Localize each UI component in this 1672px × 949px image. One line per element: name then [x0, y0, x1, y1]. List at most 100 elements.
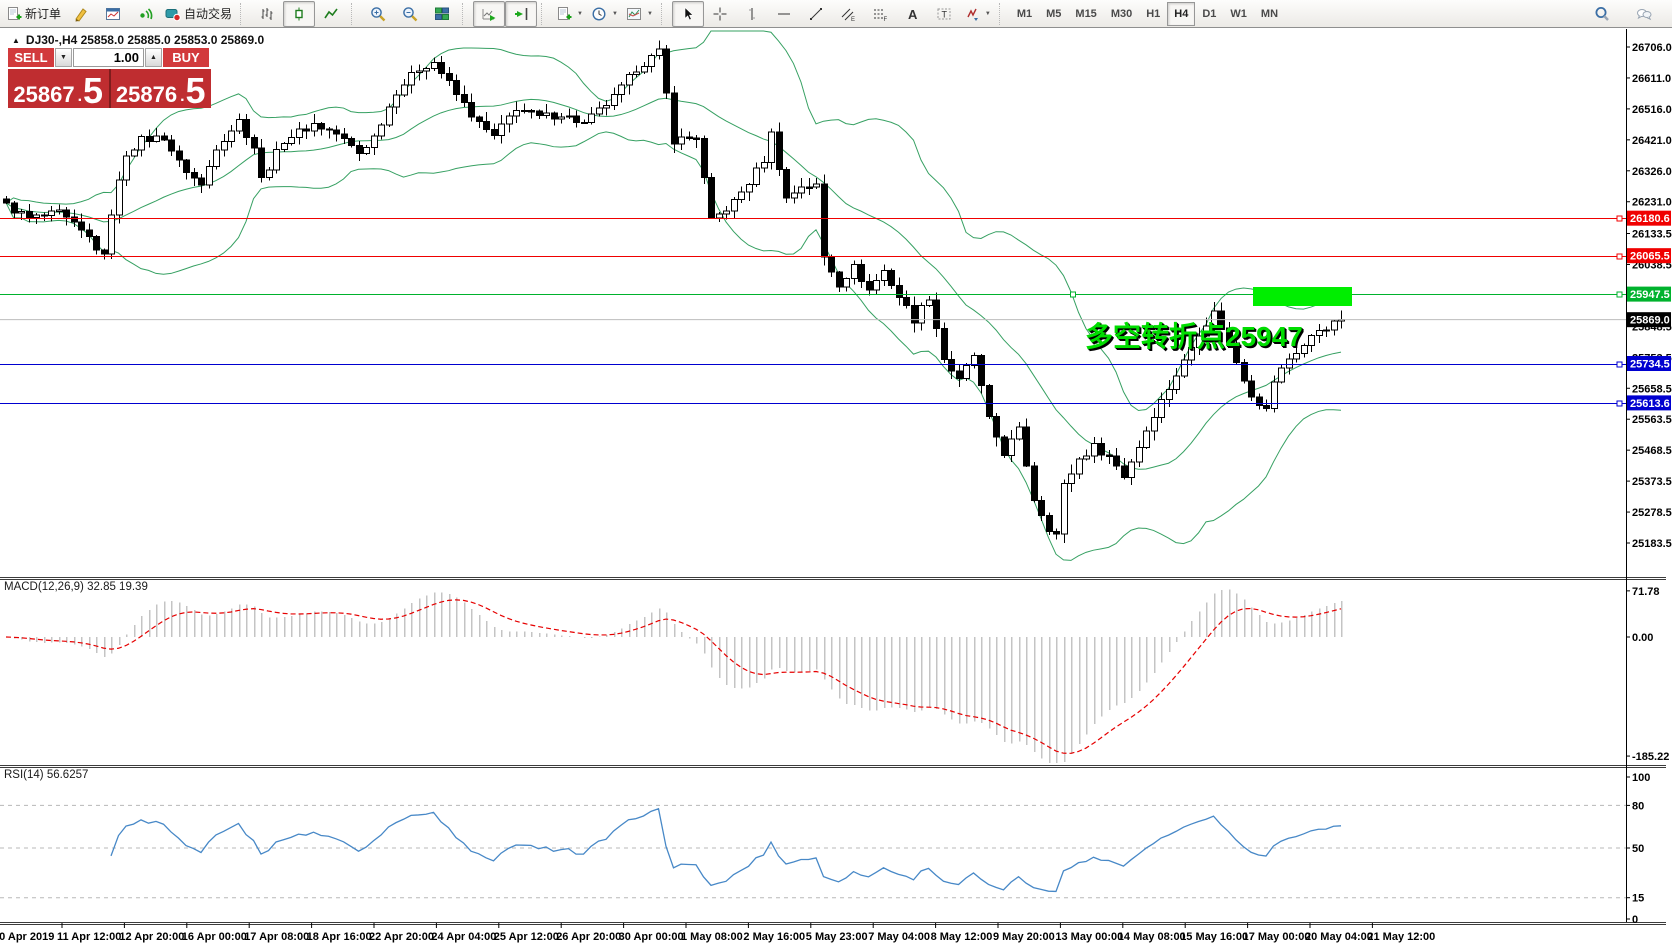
- svg-text:50: 50: [1632, 843, 1644, 855]
- line-chart-button[interactable]: [315, 1, 347, 27]
- highlight-rectangle[interactable]: [1253, 287, 1352, 306]
- autoscroll-icon: [482, 8, 496, 21]
- timeframe-button-m30[interactable]: M30: [1110, 7, 1133, 20]
- svg-text:26180.6: 26180.6: [1630, 213, 1670, 225]
- crosshair-button[interactable]: [704, 1, 736, 27]
- trendline-button[interactable]: [800, 1, 832, 27]
- autotrading-button[interactable]: 自动交易: [161, 1, 236, 27]
- templates-button[interactable]: ▼: [622, 1, 657, 27]
- chart-shift-button[interactable]: [505, 0, 538, 27]
- new-order-button[interactable]: 新订单: [2, 1, 65, 27]
- chart-title-text: DJ30-,H4 25858.0 25885.0 25853.0 25869.0: [25, 33, 265, 47]
- autotrade-icon: [165, 8, 181, 21]
- timeframe-button-w1[interactable]: W1: [1230, 7, 1247, 20]
- svg-text:25613.6: 25613.6: [1630, 398, 1670, 410]
- horizontal-line-button[interactable]: [768, 1, 800, 27]
- brush-icon: [75, 7, 87, 22]
- text-icon: A: [908, 7, 918, 22]
- time-axis-label: 24 Apr 04:00: [431, 931, 496, 943]
- search-button[interactable]: [1586, 1, 1618, 27]
- timeframe-button-m15[interactable]: M15: [1075, 7, 1097, 20]
- time-axis-label: 5 May 23:00: [806, 931, 868, 943]
- dropdown-caret-icon: ▼: [611, 10, 618, 17]
- time-axis-label: 25 Apr 12:00: [494, 931, 559, 943]
- auto-scroll-button[interactable]: [473, 0, 506, 27]
- svg-text:26516.0: 26516.0: [1632, 104, 1672, 116]
- svg-text:25563.5: 25563.5: [1632, 414, 1672, 426]
- time-axis-label: 17 Apr 08:00: [244, 931, 309, 943]
- toolbar-separator: [998, 2, 1007, 25]
- cursor-button[interactable]: [671, 0, 704, 27]
- time-axis-label: 12 Apr 20:00: [119, 931, 184, 943]
- line-icon: [324, 8, 338, 18]
- zoom-out-button[interactable]: [394, 1, 426, 27]
- svg-text:26421.0: 26421.0: [1632, 135, 1672, 147]
- doc-plus-icon: [558, 6, 572, 20]
- toolbar-separator: [541, 2, 549, 25]
- timeframe-button-h4[interactable]: H4: [1167, 1, 1196, 26]
- periods-button[interactable]: ▼: [587, 1, 622, 27]
- timeframe-button-d1[interactable]: D1: [1202, 7, 1217, 20]
- toolbar-separator: [240, 2, 248, 25]
- sell-button[interactable]: SELL: [8, 48, 54, 67]
- zoom-out-icon: [403, 6, 418, 21]
- svg-text:0.00: 0.00: [1632, 632, 1653, 644]
- svg-text:26706.0: 26706.0: [1632, 42, 1672, 54]
- zoom-in-button[interactable]: [362, 1, 394, 27]
- price-badge: [1627, 312, 1671, 328]
- macd-signal-line: [5, 599, 1342, 754]
- svg-text:15: 15: [1632, 893, 1644, 905]
- volume-input[interactable]: [73, 48, 144, 67]
- toolbar: 新订单 自动交易 ▼ ▼ ▼ E F A T ▼ M1 M5 M15 M30 H1 H4 D1 W1 MN: [0, 0, 1672, 28]
- one-click-trading-panel: SELL ▼ ▲ BUY 25867 . 5 25876 . 5: [8, 48, 211, 109]
- tile-icon: [435, 7, 450, 20]
- arrows-button[interactable]: ▼: [960, 1, 995, 27]
- svg-text:100: 100: [1632, 772, 1650, 784]
- text-button[interactable]: A: [896, 1, 928, 27]
- toolbar-separator: [660, 2, 669, 25]
- time-axis-label: 18 Apr 16:00: [307, 931, 372, 943]
- time-axis-label: 15 May 16:00: [1180, 931, 1248, 943]
- time-axis-label: 11 Apr 12:00: [57, 931, 121, 943]
- bar-chart-button[interactable]: [251, 1, 283, 27]
- clock-icon: [592, 6, 606, 21]
- time-axis-label: 22 Apr 20:00: [369, 931, 434, 943]
- text-label-button[interactable]: T: [928, 1, 960, 27]
- time-axis-label: 1 May 08:00: [681, 931, 743, 943]
- indicators-button[interactable]: ▼: [552, 1, 587, 27]
- trend-icon: [809, 7, 822, 20]
- sell-price[interactable]: 25867 . 5: [8, 69, 109, 109]
- vertical-line-button[interactable]: [736, 1, 768, 27]
- tile-windows-button[interactable]: [426, 1, 458, 27]
- collapse-panel-icon[interactable]: ▲: [12, 35, 20, 45]
- time-axis-label: 13 May 00:00: [1055, 931, 1123, 943]
- toolbar-separator: [351, 2, 359, 25]
- window-icon: [106, 7, 121, 20]
- dropdown-caret-icon: ▼: [577, 10, 583, 17]
- volume-decrease-button[interactable]: ▼: [55, 48, 72, 67]
- timeframe-button-mn[interactable]: MN: [1260, 7, 1279, 20]
- equidistant-channel-button[interactable]: E: [832, 1, 864, 27]
- vline-icon: [748, 7, 755, 20]
- signals-button[interactable]: [129, 1, 161, 27]
- new-chart-button[interactable]: [97, 1, 129, 27]
- timeframe-button-m5[interactable]: M5: [1046, 7, 1062, 20]
- svg-text:-185.22: -185.22: [1632, 751, 1669, 763]
- fibonacci-button[interactable]: F: [864, 1, 896, 27]
- buy-price[interactable]: 25876 . 5: [110, 69, 211, 109]
- bars-icon: [261, 7, 273, 20]
- line-handle-icon: [1616, 253, 1623, 260]
- dropdown-caret-icon: ▼: [984, 10, 991, 17]
- buy-button[interactable]: BUY: [163, 48, 209, 67]
- metaeditor-button[interactable]: [65, 1, 97, 27]
- timeframe-button-h1[interactable]: H1: [1146, 7, 1161, 20]
- price-badge: [1627, 210, 1671, 226]
- candlestick-button[interactable]: [283, 0, 316, 27]
- volume-increase-button[interactable]: ▲: [145, 48, 162, 67]
- line-handle-icon: [1616, 291, 1623, 298]
- chat-button[interactable]: [1628, 1, 1660, 27]
- timeframe-button-m1[interactable]: M1: [1016, 7, 1033, 20]
- svg-text:F: F: [883, 17, 887, 22]
- time-axis-label: 26 Apr 20:00: [556, 931, 621, 943]
